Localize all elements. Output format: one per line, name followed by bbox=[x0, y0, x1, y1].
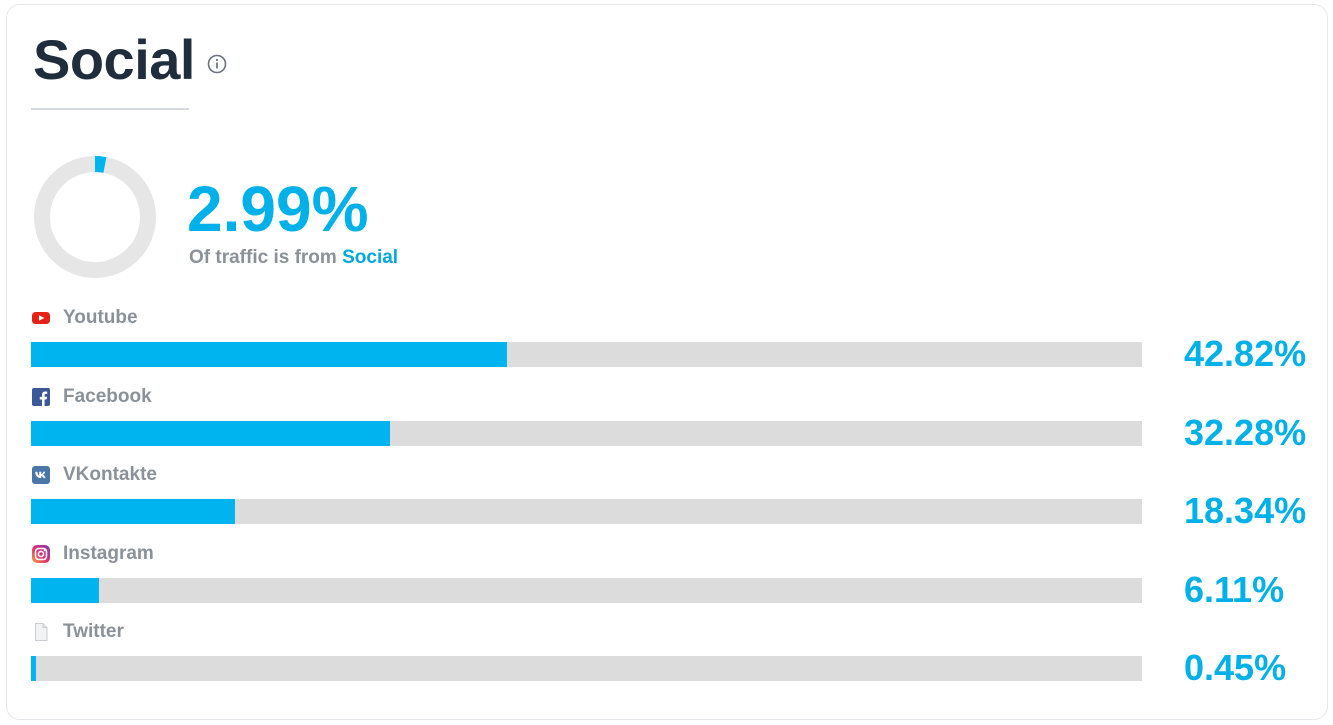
bar-value-label-youtube: 42.82% bbox=[1184, 333, 1307, 374]
caption-text: Of traffic is from bbox=[189, 247, 337, 268]
source-label-youtube[interactable]: Youtube bbox=[31, 306, 138, 330]
youtube-icon bbox=[31, 308, 51, 328]
source-name: Facebook bbox=[63, 386, 152, 407]
bar-facebook[interactable] bbox=[31, 421, 390, 446]
caption-highlight[interactable]: Social bbox=[342, 247, 399, 268]
bar-value-label-facebook: 32.28% bbox=[1184, 412, 1307, 453]
bar-track-youtube bbox=[31, 342, 1142, 367]
source-label-instagram[interactable]: Instagram bbox=[31, 542, 154, 566]
facebook-icon bbox=[31, 387, 51, 407]
traffic-share-value: 2.99% bbox=[187, 173, 369, 245]
bar-track-instagram bbox=[31, 578, 1142, 603]
bar-twitter[interactable] bbox=[31, 656, 36, 681]
source-name: Youtube bbox=[63, 307, 138, 328]
source-label-facebook[interactable]: Facebook bbox=[31, 385, 152, 409]
vkontakte-icon bbox=[31, 465, 51, 485]
source-name: Instagram bbox=[63, 543, 154, 564]
source-name: Twitter bbox=[63, 621, 124, 642]
bar-track-vkontakte bbox=[31, 499, 1142, 524]
source-label-vkontakte[interactable]: VKontakte bbox=[31, 463, 157, 487]
bar-value-label-instagram: 6.11% bbox=[1184, 569, 1285, 610]
bar-track-twitter bbox=[31, 656, 1142, 681]
title-row: Social bbox=[33, 27, 227, 93]
instagram-icon bbox=[31, 544, 51, 564]
page-title: Social bbox=[33, 28, 195, 91]
title-underline bbox=[31, 108, 189, 110]
social-card: Social 2.99% Of traffic is from Social Y… bbox=[6, 4, 1328, 720]
traffic-share-donut bbox=[34, 156, 156, 278]
twitter-icon bbox=[31, 622, 51, 642]
traffic-share-caption: Of traffic is from Social bbox=[189, 247, 398, 269]
bar-value-label-vkontakte: 18.34% bbox=[1184, 490, 1307, 531]
bar-track-facebook bbox=[31, 421, 1142, 446]
donut-value-arc bbox=[34, 156, 156, 278]
source-label-twitter[interactable]: Twitter bbox=[31, 620, 124, 644]
social-sources-chart: Youtube 42.82% Facebook 32.28% VKontakte 18.3… bbox=[7, 5, 1327, 719]
bar-vkontakte[interactable] bbox=[31, 499, 235, 524]
source-name: VKontakte bbox=[63, 464, 157, 485]
info-circle-icon[interactable] bbox=[207, 54, 227, 74]
bar-instagram[interactable] bbox=[31, 578, 99, 603]
bar-youtube[interactable] bbox=[31, 342, 507, 367]
bar-value-label-twitter: 0.45% bbox=[1184, 647, 1287, 688]
